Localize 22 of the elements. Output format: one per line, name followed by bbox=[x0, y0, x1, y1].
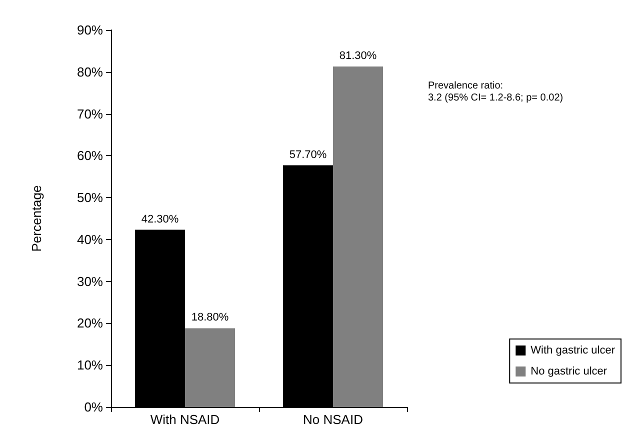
y-tick-label: 60% bbox=[76, 148, 104, 164]
y-tick-label: 40% bbox=[76, 232, 104, 247]
data-label: 42.30% bbox=[141, 213, 179, 226]
y-tick-label: 20% bbox=[76, 316, 104, 331]
data-label: 18.80% bbox=[191, 312, 229, 324]
y-tick-label: 70% bbox=[76, 106, 104, 122]
y-tick-label: 0% bbox=[84, 400, 104, 414]
data-label: 57.70% bbox=[289, 148, 327, 161]
y-tick-label: 80% bbox=[76, 64, 104, 80]
y-axis-title: Percentage bbox=[29, 185, 44, 252]
legend-label: No gastric ulcer bbox=[530, 366, 608, 378]
x-tick-label: No NSAID bbox=[303, 412, 363, 427]
y-tick-label: 90% bbox=[76, 22, 104, 38]
data-label: 81.30% bbox=[339, 50, 377, 62]
y-tick-label: 10% bbox=[76, 358, 104, 373]
text: Prevalence ratio: 3.2 (95% CI= 1.2-8.6; p= 0.02) bbox=[428, 80, 564, 104]
y-tick-label: 30% bbox=[76, 274, 104, 289]
legend-label: With gastric ulcer bbox=[530, 344, 616, 356]
x-tick-label: With NSAID bbox=[150, 412, 220, 427]
bar bbox=[333, 66, 383, 407]
y-tick-label: 50% bbox=[76, 190, 104, 206]
bar bbox=[185, 328, 235, 407]
